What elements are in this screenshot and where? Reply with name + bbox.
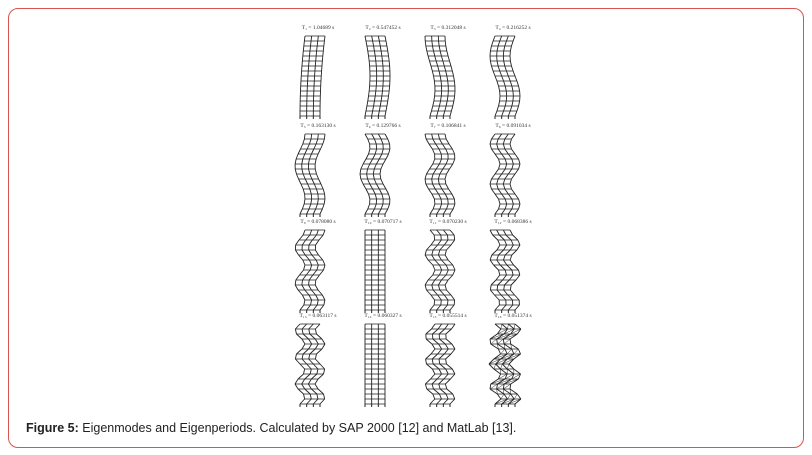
eigenperiod-label: T₃ = 0.312048 s — [430, 25, 466, 31]
eigenperiod-label: T₄ = 0.216252 s — [495, 25, 531, 31]
eigenperiod-label: T₂ = 0.547452 s — [365, 25, 401, 31]
mode-shape-6 — [359, 133, 391, 217]
eigenperiod-label: T₈ = 0.091034 s — [495, 123, 531, 129]
mode-shape-7 — [424, 133, 456, 217]
mode-shape-3 — [424, 35, 456, 119]
mode-shape-2 — [364, 35, 391, 119]
eigenperiod-label: T₇ = 0.106841 s — [430, 123, 466, 129]
caption-label: Figure 5: — [26, 421, 79, 435]
eigenmode-figure: T₁ = 1.04689 s T₂ = 0.547452 s T₃ = 0.3120… — [278, 22, 538, 407]
mode-shape-4 — [489, 35, 521, 119]
eigenperiod-label: T₁₅ = 0.055514 s — [429, 313, 467, 319]
eigenperiod-label: T₅ = 0.163130 s — [300, 123, 336, 129]
mode-shape-12 — [489, 229, 521, 313]
mode-shape-13 — [294, 323, 326, 407]
eigenperiod-label: T₁₄ = 0.060327 s — [364, 313, 402, 319]
mode-shape-10 — [364, 229, 386, 313]
figure-frame — [8, 8, 804, 448]
eigenperiod-label: T₁₁ = 0.070230 s — [429, 219, 467, 225]
mode-shape-9 — [294, 229, 326, 313]
mode-shape-14 — [364, 323, 386, 407]
eigenperiod-label: T₁₀ = 0.070717 s — [364, 219, 402, 225]
figure-caption: Figure 5: Eigenmodes and Eigenperiods. C… — [26, 421, 516, 435]
eigenperiod-label: T₁ = 1.04689 s — [301, 25, 335, 31]
mode-shape-11 — [424, 229, 456, 313]
eigenperiod-label: T₁₂ = 0.068386 s — [494, 219, 532, 225]
mode-shape-1 — [299, 35, 326, 119]
caption-text: Eigenmodes and Eigenperiods. Calculated … — [78, 421, 517, 435]
eigenperiod-label: T₁₆ = 0.051374 s — [494, 313, 532, 319]
mode-shape-15 — [424, 323, 456, 407]
mode-shape-5 — [294, 133, 326, 217]
mode-shape-16 — [488, 323, 522, 407]
eigenmodes-drawing — [294, 35, 522, 407]
eigenperiod-label: T₁₃ = 0.063117 s — [299, 313, 337, 319]
eigenperiod-label: T₉ = 0.078080 s — [300, 219, 336, 225]
mode-shape-8 — [489, 133, 521, 217]
eigenperiod-label: T₆ = 0.129766 s — [365, 123, 401, 129]
